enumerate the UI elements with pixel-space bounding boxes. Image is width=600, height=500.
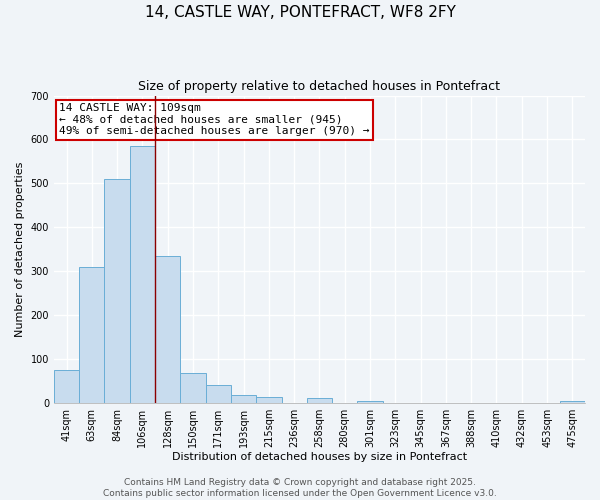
Text: 14 CASTLE WAY: 109sqm
← 48% of detached houses are smaller (945)
49% of semi-det: 14 CASTLE WAY: 109sqm ← 48% of detached …	[59, 103, 370, 136]
Bar	[256, 398, 281, 402]
Bar	[181, 373, 206, 402]
Bar	[155, 256, 181, 402]
Bar	[54, 370, 79, 402]
Text: Contains HM Land Registry data © Crown copyright and database right 2025.
Contai: Contains HM Land Registry data © Crown c…	[103, 478, 497, 498]
Bar	[231, 395, 256, 402]
Y-axis label: Number of detached properties: Number of detached properties	[15, 162, 25, 337]
Bar	[206, 385, 231, 402]
Text: 14, CASTLE WAY, PONTEFRACT, WF8 2FY: 14, CASTLE WAY, PONTEFRACT, WF8 2FY	[145, 5, 455, 20]
Bar	[130, 146, 155, 403]
Bar	[104, 179, 130, 402]
Title: Size of property relative to detached houses in Pontefract: Size of property relative to detached ho…	[139, 80, 500, 93]
Bar	[79, 266, 104, 402]
X-axis label: Distribution of detached houses by size in Pontefract: Distribution of detached houses by size …	[172, 452, 467, 462]
Bar	[358, 400, 383, 402]
Bar	[307, 398, 332, 402]
